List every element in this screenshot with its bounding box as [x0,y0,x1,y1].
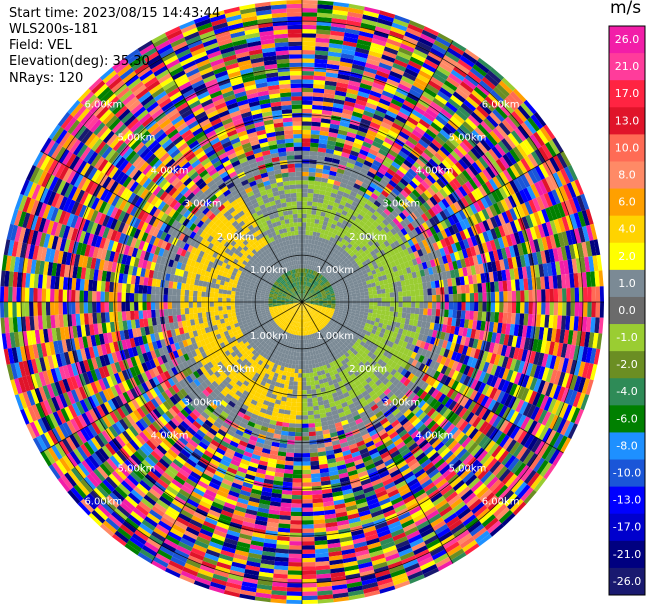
range-ring-label: 2.00km [349,232,387,243]
range-ring-label: 4.00km [416,430,454,441]
range-ring-label: 3.00km [184,397,222,408]
colorbar-tick-label: 2.0 [618,250,636,263]
range-ring-label: 5.00km [449,464,487,475]
range-ring-label: 5.00km [118,464,156,475]
colorbar-segment [609,486,645,515]
colorbar-tick-label: -26.0 [613,575,641,588]
colorbar-unit: m/s [610,0,642,18]
colorbar-segment [609,432,645,461]
instrument-label: WLS200s-181 [9,22,99,37]
colorbar-segment [609,540,645,569]
colorbar-tick-label: -30.0 [613,602,641,607]
colorbar-segment [609,188,645,217]
colorbar-tick-label: 10.0 [615,141,640,154]
azimuth-spoke [301,301,454,564]
colorbar-segment [609,296,645,325]
colorbar-tick-label: -21.0 [613,548,641,561]
range-ring-label: 6.00km [84,99,122,110]
colorbar-segment [609,242,645,271]
range-gates [0,0,604,604]
colorbar-tick-label: -1.0 [616,331,637,344]
colorbar-tick-label: 1.0 [618,277,636,290]
nrays-label: NRays: 120 [9,71,84,86]
colorbar-tick-label: -8.0 [616,439,637,452]
start-time-label: Start time: 2023/08/15 14:43:44 [9,6,221,21]
azimuth-spoke [301,40,454,303]
range-ring-label: 3.00km [184,199,222,210]
colorbar-tick-label: 26.0 [615,33,640,46]
colorbar-tick-label: -13.0 [613,494,641,507]
colorbar-segment [609,378,645,406]
colorbar-segment [609,351,645,379]
range-ring-label: 3.00km [382,397,420,408]
colorbar-tick-label: -17.0 [613,521,641,534]
colorbar-segment [609,459,645,488]
colorbar-segment [609,324,645,352]
colorbar-segment [609,26,645,54]
range-ring-label: 4.00km [416,166,454,177]
colorbar-segment [609,513,645,542]
colorbar-tick-label: 8.0 [618,168,636,181]
range-ring-label: 3.00km [382,199,420,210]
colorbar-segment [609,53,645,81]
colorbar-segment [609,215,645,244]
colorbar-tick-label: 0.0 [618,304,636,317]
colorbar-tick-label: 13.0 [615,114,640,127]
colorbar-segment [609,567,645,596]
colorbar-tick-label: 4.0 [618,223,636,236]
azimuth-spoke [301,301,564,454]
range-ring-label: 1.00km [250,331,288,342]
colorbar-tick-label: -6.0 [616,412,637,425]
colorbar-tick-label: 6.0 [618,196,636,209]
colorbar-segment [609,134,645,162]
elevation-label: Elevation(deg): 35.30 [9,54,150,69]
range-ring-label: 4.00km [151,166,189,177]
range-ring-label: 1.00km [316,331,354,342]
range-ring-label: 6.00km [482,497,520,508]
colorbar-segment [609,405,645,433]
colorbar-tick-label: -4.0 [616,385,637,398]
range-ring-label: 5.00km [118,132,156,143]
azimuth-spoke [301,150,564,303]
range-ring-label: 4.00km [151,430,189,441]
colorbar-segment [609,161,645,190]
range-ring-label: 2.00km [217,232,255,243]
azimuth-spoke [40,150,303,303]
range-ring-label: 6.00km [84,497,122,508]
colorbar-tick-label: -2.0 [616,358,637,371]
azimuth-spoke [150,301,303,564]
range-ring-label: 1.00km [250,265,288,276]
range-ring-label: 1.00km [316,265,354,276]
colorbar-tick-label: -10.0 [613,467,641,480]
colorbar-segment [609,269,645,298]
range-ring-label: 2.00km [349,364,387,375]
colorbar-tick-label: 17.0 [615,87,640,100]
azimuth-spoke [40,301,303,454]
range-ring-label: 5.00km [449,132,487,143]
range-ring-label: 2.00km [217,364,255,375]
field-label: Field: VEL [9,38,72,53]
colorbar-segment [609,80,645,108]
colorbar-tick-label: 21.0 [615,60,640,73]
azimuth-spoke [150,40,303,303]
colorbar-segment [609,107,645,135]
range-ring-label: 6.00km [482,99,520,110]
